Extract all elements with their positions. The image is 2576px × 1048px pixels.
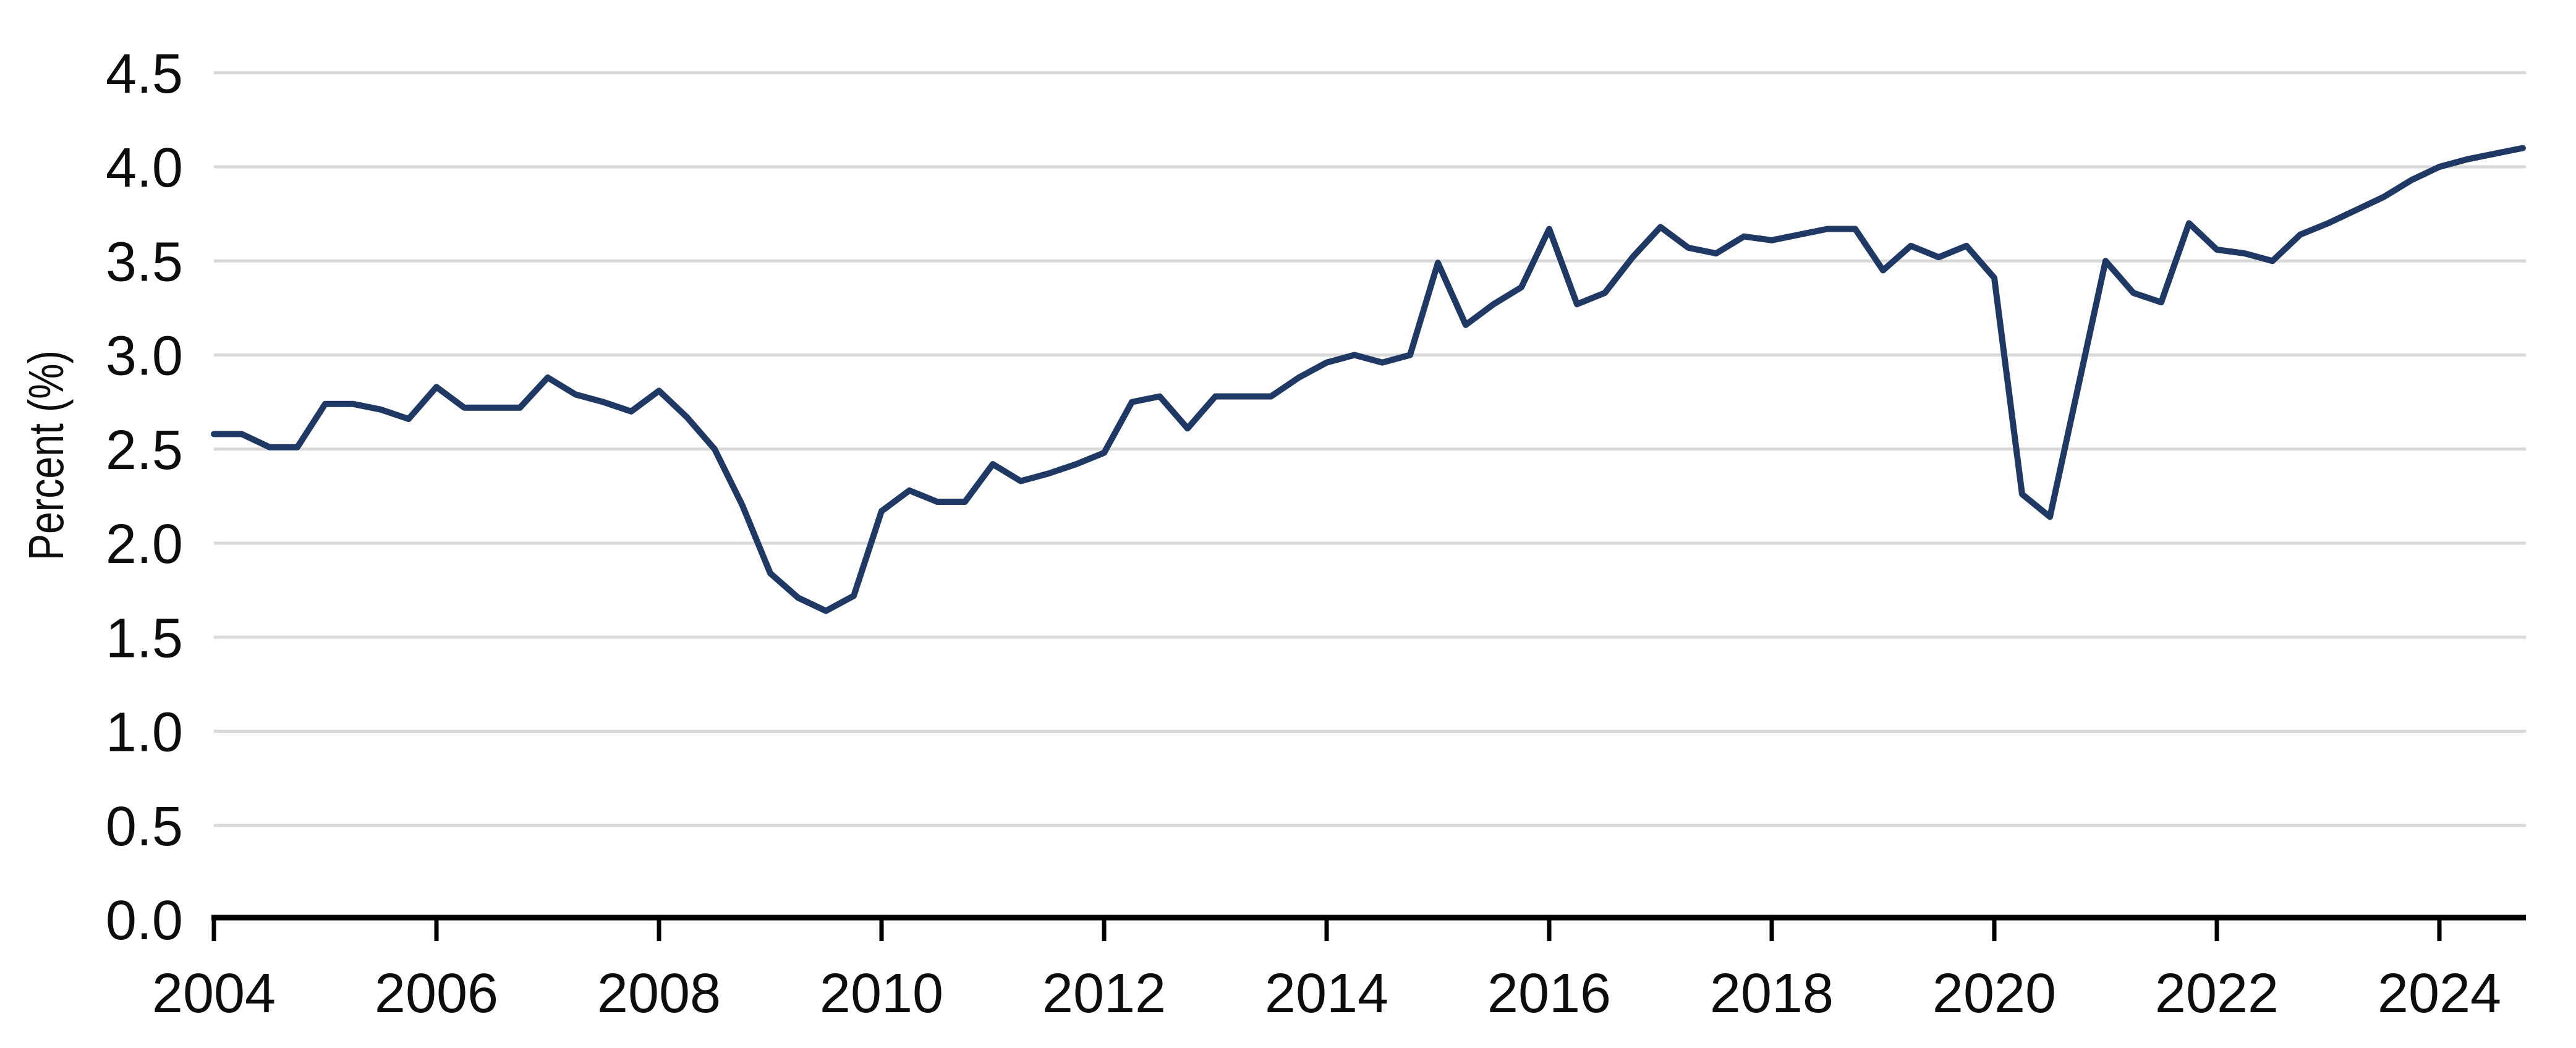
axis-labels-group: Percent (%) 2004 2006 2008 2010 2012 2014 2016…: [19, 43, 2501, 1025]
x-tick-label: 2010: [820, 963, 943, 1025]
y-tick-label: 1.5: [106, 607, 183, 669]
y-tick-label: 0.5: [106, 796, 183, 858]
x-tick-label: 2024: [2378, 963, 2501, 1025]
y-tick-label: 2.5: [106, 420, 183, 481]
y-axis-title: Percent (%): [19, 350, 74, 560]
y-tick-label: 1.0: [106, 702, 183, 764]
x-tick-label: 2014: [1265, 963, 1388, 1025]
x-tick-label: 2012: [1042, 963, 1166, 1025]
x-tick-label: 2020: [1932, 963, 2056, 1025]
x-tick-label: 2018: [1710, 963, 1834, 1025]
y-tick-label: 0.0: [106, 890, 183, 952]
gridlines-group: [214, 71, 2526, 827]
x-tick-label: 2006: [375, 963, 498, 1025]
x-tick-label: 2016: [1487, 963, 1611, 1025]
data-line-series: [211, 145, 2526, 614]
y-tick-label: 3.0: [106, 326, 183, 387]
data-series-group: [211, 145, 2526, 614]
axes-group: [211, 915, 2526, 941]
y-tick-label: 3.5: [106, 231, 183, 293]
x-tick-label: 2022: [2155, 963, 2279, 1025]
y-tick-label: 2.0: [106, 513, 183, 575]
x-tick-label: 2008: [597, 963, 721, 1025]
y-tick-label: 4.0: [106, 137, 183, 199]
y-tick-label: 4.5: [106, 43, 183, 105]
x-tick-label: 2004: [152, 963, 276, 1025]
